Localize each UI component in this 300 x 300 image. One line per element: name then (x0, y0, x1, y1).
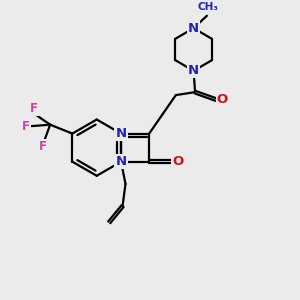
Text: N: N (116, 155, 127, 168)
Text: F: F (30, 102, 38, 115)
Text: O: O (217, 93, 228, 106)
Text: CH₃: CH₃ (197, 2, 218, 13)
Text: N: N (188, 22, 199, 35)
Text: O: O (172, 155, 184, 168)
Text: F: F (39, 140, 47, 153)
Text: N: N (188, 64, 199, 77)
Text: F: F (22, 120, 30, 133)
Text: N: N (116, 127, 127, 140)
